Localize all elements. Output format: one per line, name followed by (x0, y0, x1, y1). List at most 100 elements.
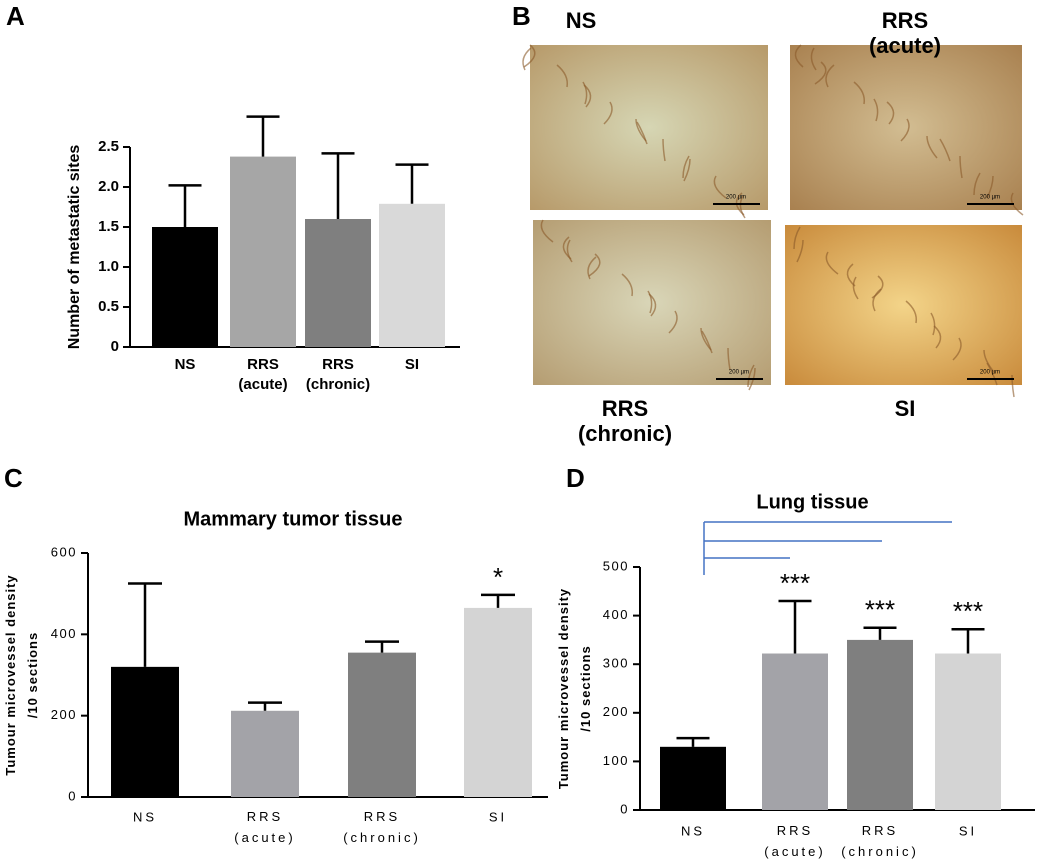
micrograph-label: RRS (chronic) (578, 396, 672, 446)
x-tick-label: RRS (acute) (234, 809, 295, 845)
vessel (582, 81, 588, 105)
x-tick-label: SI (489, 809, 507, 824)
vessel (739, 195, 746, 219)
error-bar (951, 627, 985, 654)
y-axis-title: Number of metastatic sites (66, 145, 83, 350)
significance-label: *** (780, 568, 810, 598)
vessel (621, 273, 634, 297)
vessel (587, 256, 597, 280)
bar (762, 653, 828, 810)
y-tick-label: 2.0 (98, 178, 119, 195)
vessel (973, 172, 981, 196)
x-tick-label: RRS (acute) (238, 356, 287, 393)
x-tick-label: NS (681, 823, 705, 838)
y-tick-label: 0.5 (98, 298, 119, 315)
vessel (825, 64, 835, 88)
error-bar (676, 736, 710, 747)
vessel (886, 101, 895, 125)
x-tick-label: SI (405, 356, 419, 373)
vessel (853, 81, 866, 105)
significance-label: * (493, 562, 503, 592)
vessel (662, 138, 666, 162)
y-tick-label: 300 (603, 656, 629, 671)
y-tick-label: 200 (603, 704, 629, 719)
panel-letter: B (512, 1, 531, 31)
error-bar (778, 599, 812, 654)
vessel (873, 98, 879, 122)
panel-letter: C (4, 463, 23, 493)
vessel (583, 84, 592, 108)
vessel (959, 155, 963, 179)
error-bar (246, 115, 280, 157)
vessel (682, 155, 690, 179)
panel-letter: A (6, 1, 25, 31)
vessel (648, 293, 657, 317)
vessel (794, 44, 804, 68)
micrograph (530, 45, 768, 210)
vessel (952, 337, 962, 361)
bar (348, 652, 416, 797)
x-tick-label: RRS (chronic) (306, 356, 370, 393)
y-tick-label: 2.5 (98, 138, 119, 155)
vessel (796, 239, 804, 263)
x-tick-label: NS (133, 809, 157, 824)
y-tick-label: 0 (620, 801, 629, 816)
y-tick-label: 0 (111, 338, 119, 355)
vessel (1011, 374, 1015, 398)
micrograph (785, 225, 1022, 385)
x-tick-label: RRS (acute) (764, 823, 825, 859)
y-tick-label: 100 (603, 753, 629, 768)
y-tick-label: 200 (51, 707, 77, 722)
y-axis-title: Tumour microvessel density/10 sections (556, 588, 593, 789)
vessel (810, 47, 817, 71)
micrograph-label: NS (566, 8, 597, 33)
vessel (872, 288, 882, 312)
y-tick-label: 400 (51, 626, 77, 641)
error-bar (365, 640, 399, 653)
scale-label: 200 µm (729, 370, 749, 376)
vessel (983, 349, 995, 373)
vessel (647, 290, 653, 314)
error-bar (481, 593, 515, 608)
bar (660, 746, 726, 810)
vessel (793, 226, 801, 250)
panel-letter: D (566, 463, 585, 493)
y-tick-label: 1.0 (98, 258, 119, 275)
vessel (603, 101, 613, 125)
vessel (588, 253, 601, 277)
error-bar (321, 152, 355, 219)
bar (231, 710, 299, 797)
vessel (905, 300, 918, 324)
vessel (523, 44, 536, 68)
scale-label: 200 µm (980, 195, 1000, 201)
error-bar (395, 163, 429, 204)
y-tick-label: 400 (603, 607, 629, 622)
vessel (930, 312, 936, 336)
vessel (939, 138, 951, 162)
error-bar (863, 626, 897, 640)
vessel (713, 175, 727, 199)
micrograph (790, 45, 1022, 210)
y-tick-label: 600 (51, 544, 77, 559)
vessel (727, 347, 731, 371)
scale-label: 200 µm (980, 370, 1000, 376)
vessel (814, 61, 827, 85)
vessel (701, 330, 713, 354)
error-bar (248, 701, 282, 711)
vessel (556, 64, 569, 88)
vessel (636, 121, 648, 145)
vessel (986, 362, 998, 386)
vessel (900, 118, 910, 142)
bar (935, 653, 1001, 810)
vessel (668, 310, 678, 334)
x-tick-label: RRS (chronic) (343, 809, 421, 845)
chart-title: Lung tissue (756, 491, 868, 513)
vessel (683, 158, 691, 182)
significance-label: *** (953, 596, 983, 626)
y-tick-label: 0 (68, 788, 77, 803)
micrograph-label: RRS (acute) (869, 8, 941, 58)
error-bar (168, 184, 202, 227)
vessel (522, 47, 532, 71)
x-tick-label: SI (959, 823, 977, 838)
